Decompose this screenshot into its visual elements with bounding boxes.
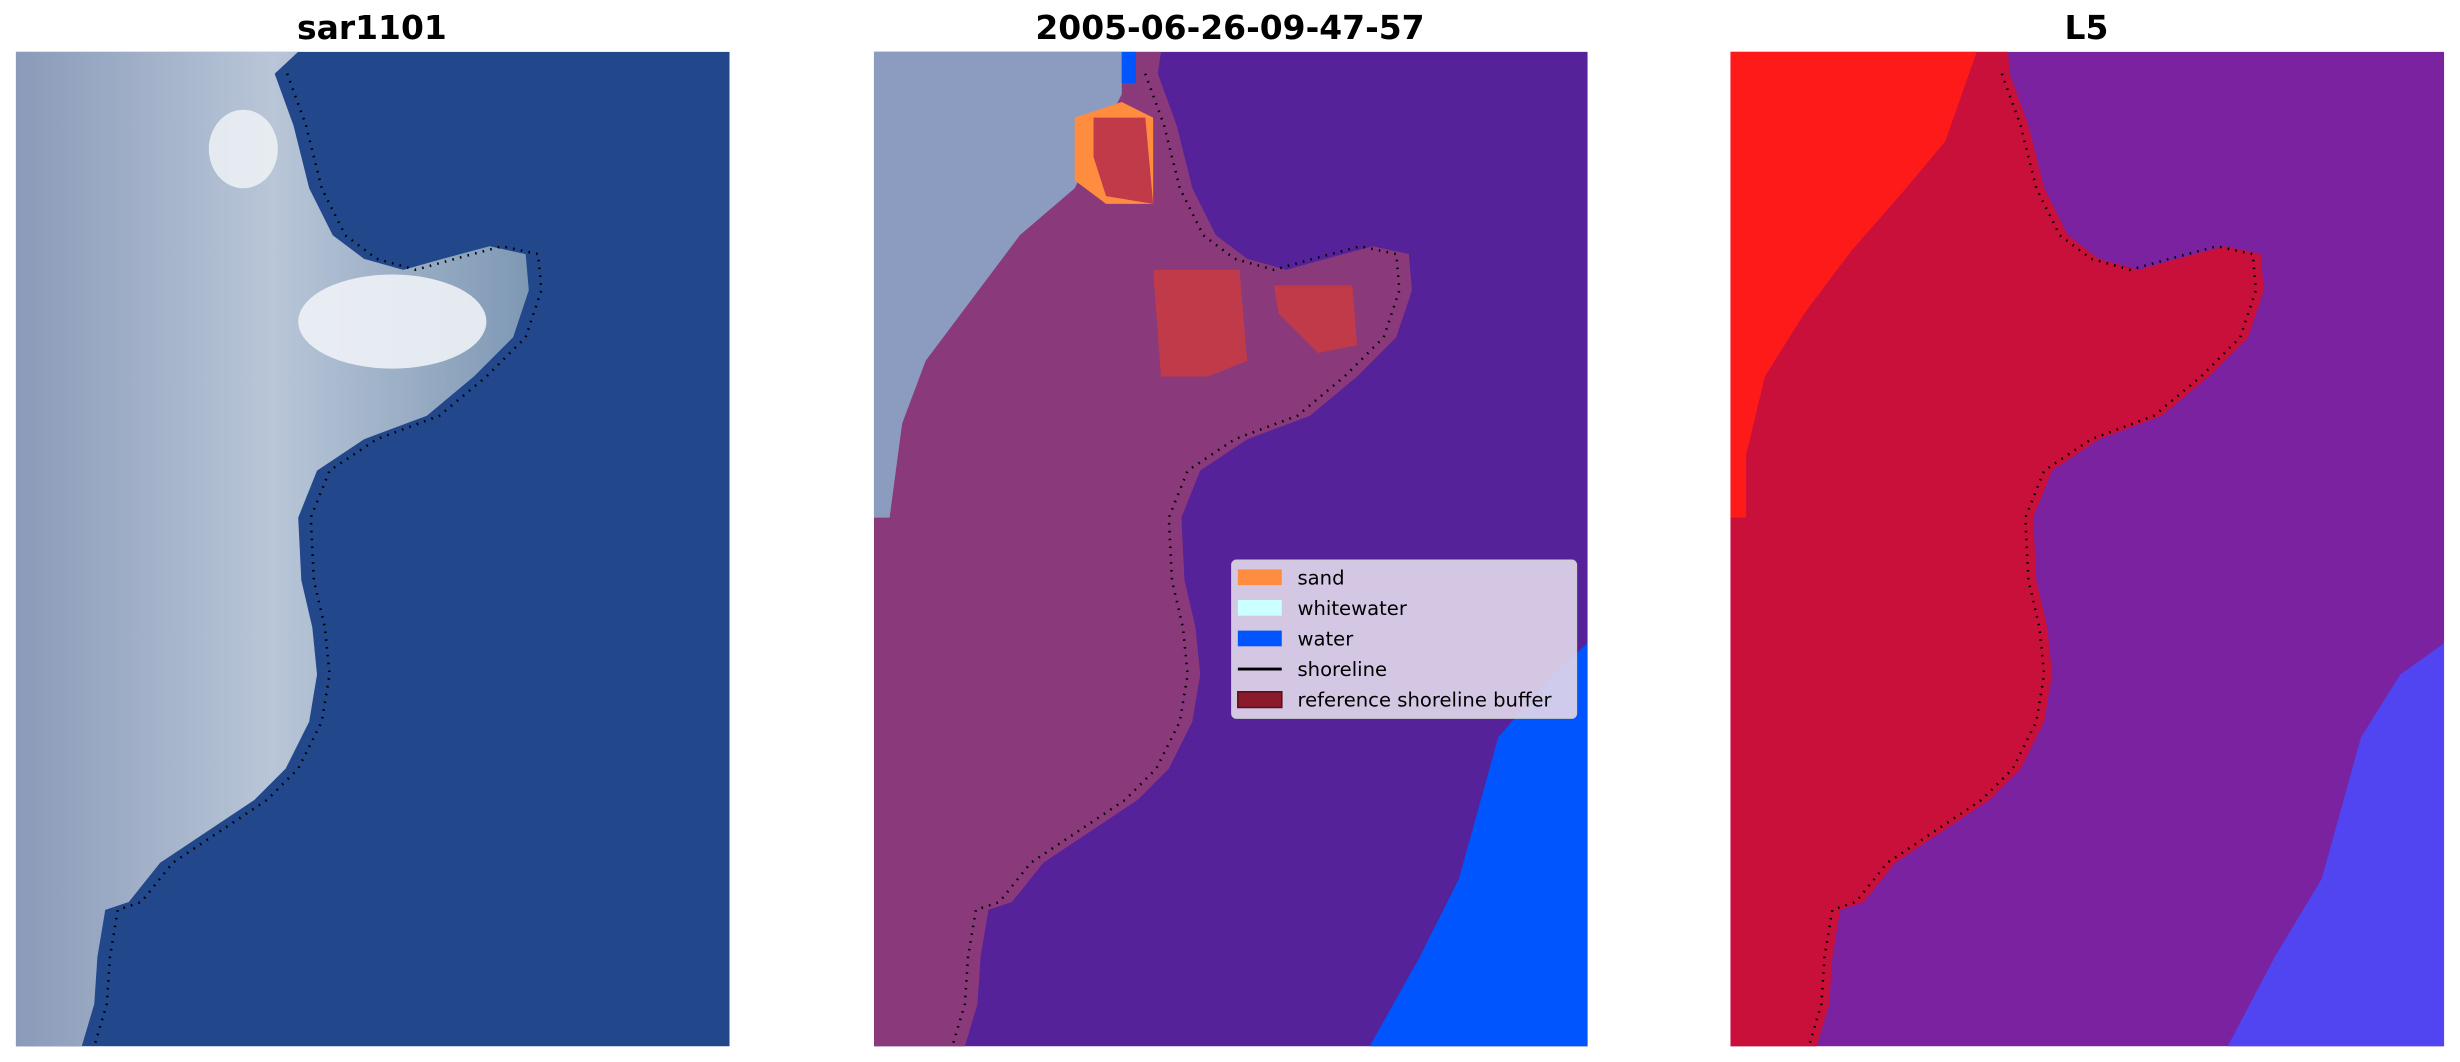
water-probability-area bbox=[2227, 643, 2445, 1047]
buffer-patch bbox=[1093, 117, 1154, 204]
legend-swatch bbox=[1237, 600, 1282, 616]
legend-swatch bbox=[1237, 630, 1282, 647]
legend-swatch bbox=[1237, 569, 1282, 586]
water-strip bbox=[1121, 51, 1136, 84]
legend-label: whitewater bbox=[1297, 597, 1407, 620]
legend-label: sand bbox=[1297, 566, 1344, 589]
bright-patch bbox=[208, 109, 278, 189]
legend-item-water: water bbox=[1237, 628, 1354, 651]
legend-item-sand: sand bbox=[1237, 566, 1345, 589]
panel-title: L5 bbox=[2065, 8, 2109, 47]
buffer-patch bbox=[1153, 269, 1248, 377]
panel-rgb bbox=[15, 51, 730, 1047]
legend-label: reference shoreline buffer bbox=[1297, 689, 1552, 712]
panel-title: 2005-06-26-09-47-57 bbox=[1035, 8, 1424, 47]
legend-label: shoreline bbox=[1297, 658, 1387, 681]
panel-classification bbox=[873, 51, 1588, 1047]
max-probability-area bbox=[1730, 51, 1977, 518]
panel-probability bbox=[1730, 51, 2445, 1047]
panel-title: sar1101 bbox=[297, 8, 447, 47]
high-probability-area bbox=[1730, 51, 2264, 1047]
legend: sand whitewater water shoreline reference sh… bbox=[1231, 559, 1578, 719]
legend-item-reference-shoreline-buffer: reference shoreline buffer bbox=[1237, 689, 1553, 712]
buffer-patch bbox=[1273, 285, 1358, 353]
legend-swatch bbox=[1237, 691, 1283, 709]
whitewater-area bbox=[873, 51, 1122, 518]
legend-item-shoreline: shoreline bbox=[1237, 658, 1387, 681]
legend-item-whitewater: whitewater bbox=[1237, 597, 1408, 620]
water-area bbox=[1369, 643, 1588, 1047]
bright-patch bbox=[298, 274, 487, 369]
legend-label: water bbox=[1297, 628, 1354, 651]
